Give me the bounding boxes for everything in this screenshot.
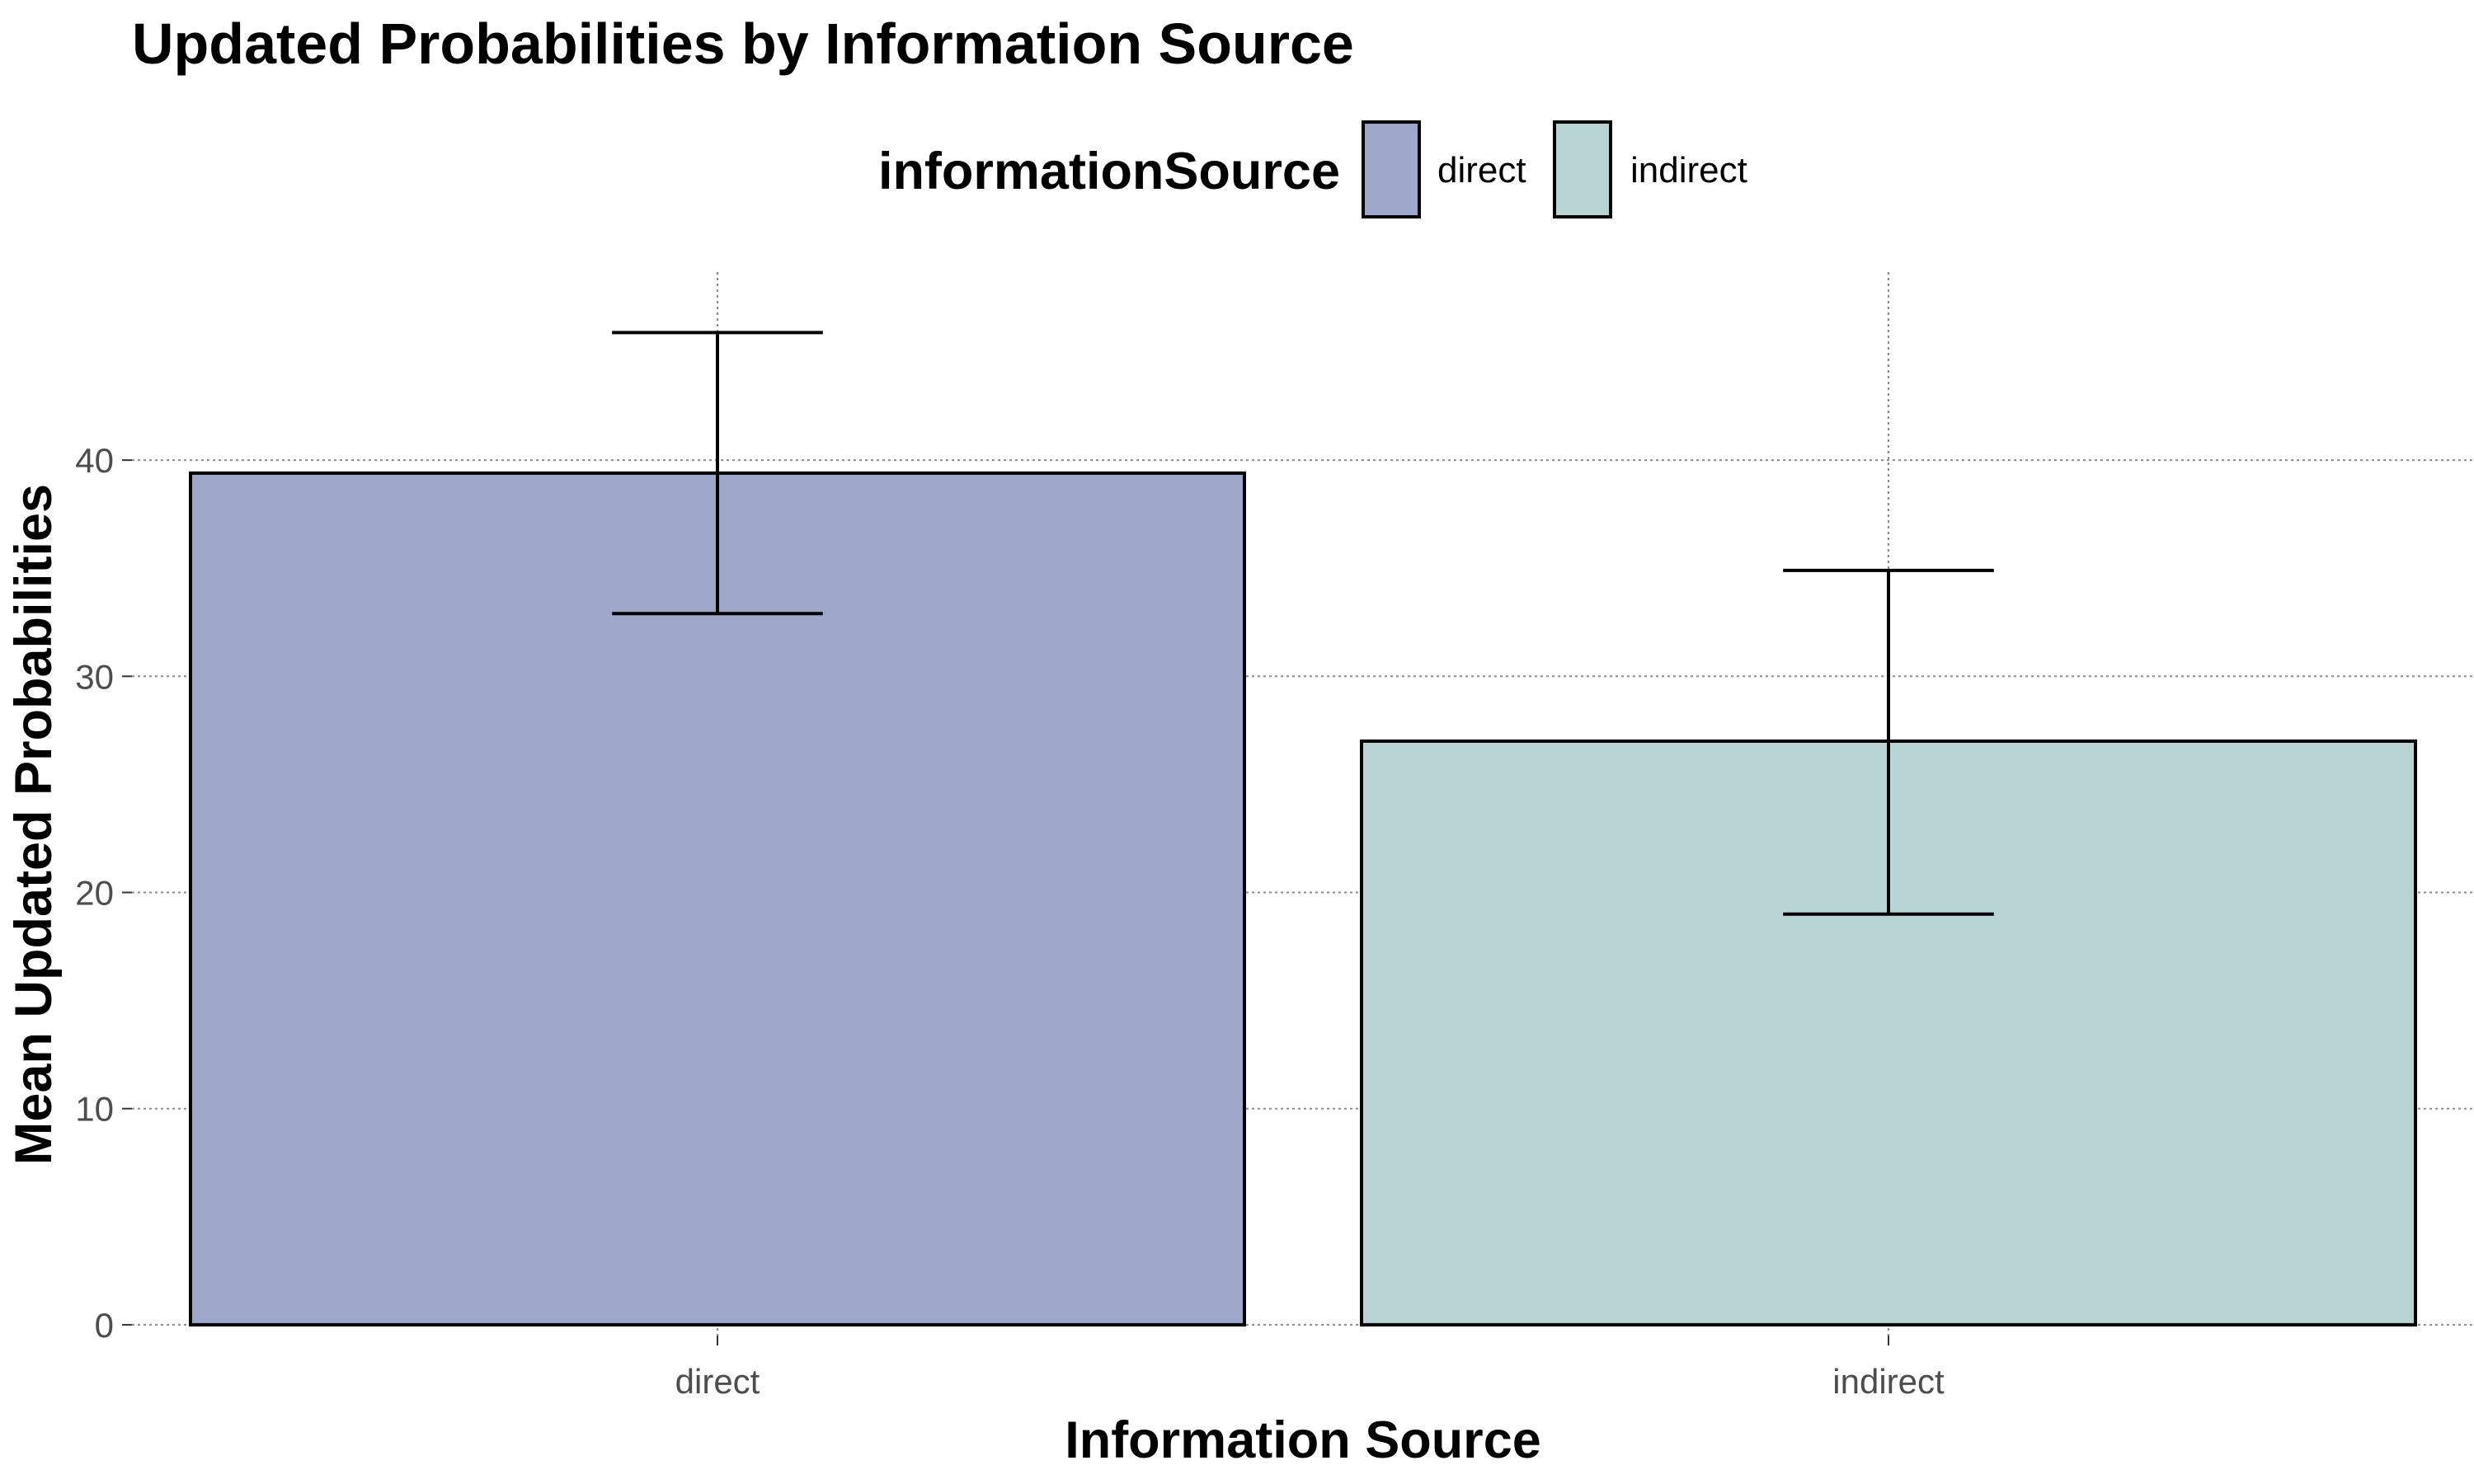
legend: informationSource direct indirect bbox=[878, 120, 1747, 218]
error-bars bbox=[612, 331, 1994, 916]
chart-title: Updated Probabilities by Information Sou… bbox=[132, 12, 1354, 76]
legend-label-direct: direct bbox=[1437, 150, 1526, 190]
y-tick-label-40: 40 bbox=[75, 441, 114, 480]
bars bbox=[189, 471, 2417, 1327]
y-tick-label-10: 10 bbox=[75, 1090, 114, 1129]
legend-key-indirect bbox=[1553, 120, 1612, 218]
legend-label-indirect: indirect bbox=[1630, 150, 1747, 190]
x-axis-title: Information Source bbox=[1065, 1411, 1541, 1469]
legend-key-direct bbox=[1362, 120, 1421, 218]
x-axis: direct indirect bbox=[675, 1336, 1945, 1401]
y-axis: 0 10 20 30 40 bbox=[75, 441, 132, 1345]
y-tick-label-30: 30 bbox=[75, 657, 114, 696]
y-axis-title: Mean Updated Probabilities bbox=[5, 484, 63, 1165]
y-tick-label-20: 20 bbox=[75, 874, 114, 913]
y-tick-label-0: 0 bbox=[95, 1306, 114, 1345]
legend-title: informationSource bbox=[878, 143, 1340, 200]
x-tick-label-indirect: indirect bbox=[1832, 1362, 1945, 1401]
x-tick-label-direct: direct bbox=[675, 1362, 760, 1401]
